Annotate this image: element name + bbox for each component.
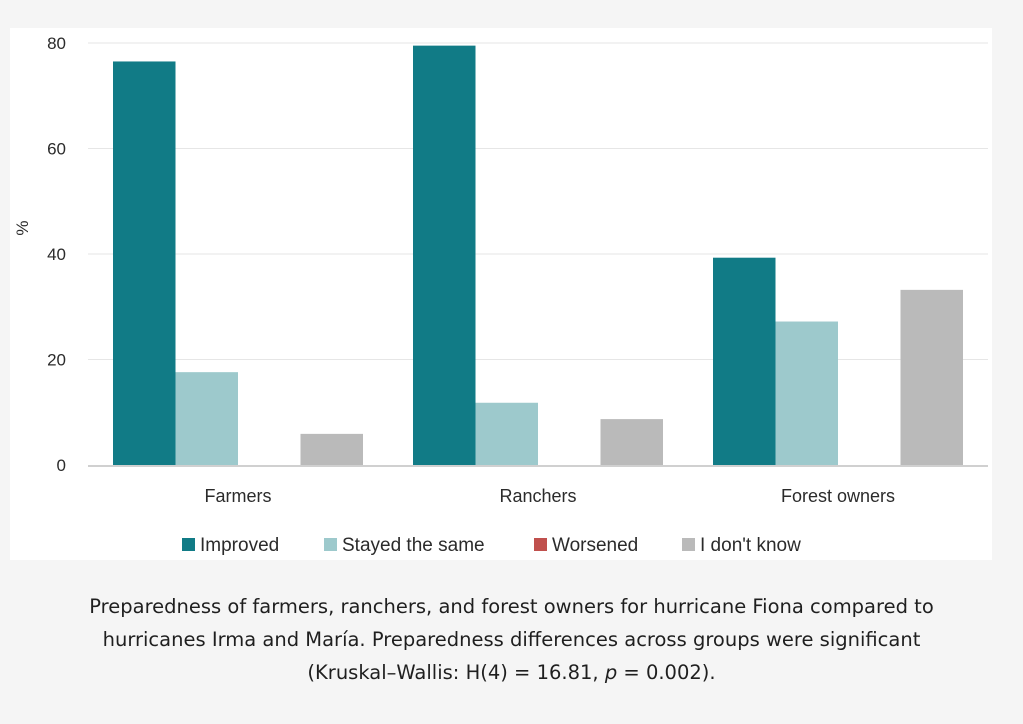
bar	[475, 402, 538, 465]
legend-label: Improved	[200, 535, 279, 556]
legend-swatch	[534, 538, 547, 551]
legend-label: I don't know	[700, 535, 801, 556]
caption-stats: (Kruskal–Wallis: H(4) = 16.81,	[307, 661, 605, 684]
bar	[600, 419, 663, 465]
bar	[900, 289, 963, 465]
category-label: Farmers	[205, 486, 272, 506]
bar	[300, 433, 363, 465]
legend-swatch	[182, 538, 195, 551]
bars	[113, 45, 963, 466]
category-label: Ranchers	[499, 486, 576, 506]
chart-panel: 0 20 40 60 80 % Farmers Ranchers Forest owners…	[10, 28, 992, 560]
y-axis-label: %	[13, 220, 32, 235]
bar	[413, 45, 476, 465]
caption-p-symbol: p	[604, 661, 618, 684]
gridlines	[88, 42, 988, 360]
y-tick-label: 60	[47, 140, 66, 159]
legend-swatch	[324, 538, 337, 551]
legend: Improved Stayed the same Worsened I don't k…	[182, 535, 801, 556]
caption-line-1: Preparedness of farmers, ranchers, and f…	[89, 595, 934, 618]
caption-line-3: (Kruskal–Wallis: H(4) = 16.81, p = 0.002…	[20, 656, 1003, 689]
bar	[175, 372, 238, 465]
y-tick-label: 20	[47, 351, 66, 370]
bar	[713, 257, 776, 465]
caption-line-2: hurricanes Irma and María. Preparedness …	[102, 628, 921, 651]
category-label: Forest owners	[781, 486, 895, 506]
caption-p-value: = 0.002).	[617, 661, 716, 684]
figure-caption: Preparedness of farmers, ranchers, and f…	[20, 590, 1003, 689]
bar	[113, 61, 176, 466]
bar	[775, 321, 838, 465]
legend-label: Worsened	[552, 535, 638, 556]
legend-label: Stayed the same	[342, 535, 485, 556]
category-labels: Farmers Ranchers Forest owners	[205, 486, 896, 506]
y-tick-labels: 0 20 40 60 80	[47, 34, 66, 475]
y-tick-label: 80	[47, 34, 66, 53]
y-tick-label: 40	[47, 245, 66, 264]
bar-chart: 0 20 40 60 80 % Farmers Ranchers Forest owners…	[13, 34, 988, 556]
legend-swatch	[682, 538, 695, 551]
y-tick-label: 0	[57, 456, 66, 475]
